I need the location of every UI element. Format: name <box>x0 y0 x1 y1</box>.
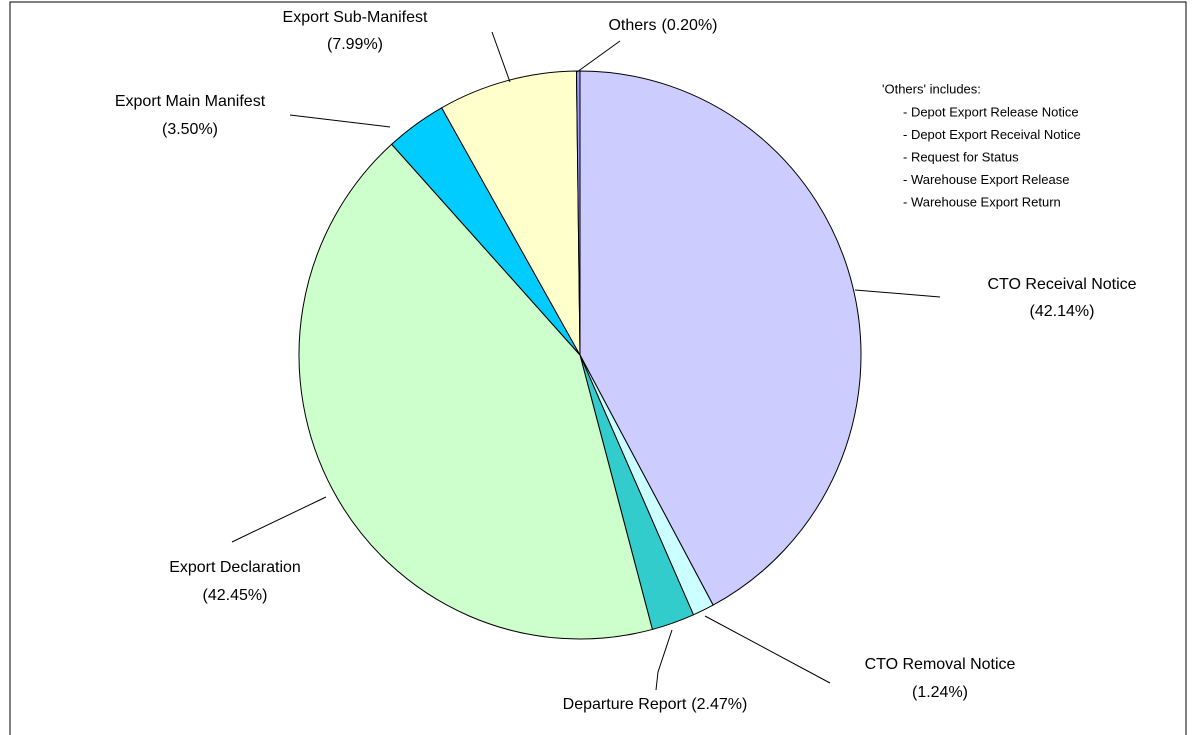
leader-line <box>289 114 391 128</box>
value-label: (1.24%) <box>912 684 968 701</box>
annotation-item: - Request for Status <box>903 149 1019 164</box>
value-label: (3.50%) <box>162 121 218 138</box>
leader-line <box>704 615 831 684</box>
annotation-title: 'Others' includes: <box>882 81 981 96</box>
category-label: Export Declaration <box>169 559 301 576</box>
category-label: Export Main Manifest <box>115 93 266 110</box>
category-label: Export Sub-Manifest <box>283 9 429 26</box>
category-label: CTO Receival Notice <box>987 276 1136 293</box>
annotation-item: - Depot Export Receival Notice <box>903 127 1081 142</box>
pie-slice <box>441 70 581 356</box>
leader-line <box>655 629 673 691</box>
leader-line <box>576 40 621 73</box>
value-label: (2.47%) <box>691 696 747 713</box>
leader-line <box>854 289 941 298</box>
pie-slice <box>298 143 653 640</box>
value-label: (0.20%) <box>661 17 717 34</box>
value-label: (42.45%) <box>203 587 268 604</box>
leader-line <box>231 496 327 543</box>
slice-label: Departure Report (2.47%) <box>563 696 748 713</box>
category-label: CTO Removal Notice <box>865 656 1016 673</box>
annotation-item: - Warehouse Export Return <box>903 194 1061 209</box>
category-label: Others <box>608 17 656 34</box>
value-label: (7.99%) <box>327 36 383 53</box>
category-label: Departure Report <box>563 696 687 713</box>
slice-label: Others (0.20%) <box>608 17 717 34</box>
value-label: (42.14%) <box>1030 303 1095 320</box>
annotation-item: - Warehouse Export Release <box>903 172 1069 187</box>
leader-line <box>491 31 511 83</box>
pie-slice <box>579 70 862 606</box>
annotation-item: - Depot Export Release Notice <box>903 104 1079 119</box>
